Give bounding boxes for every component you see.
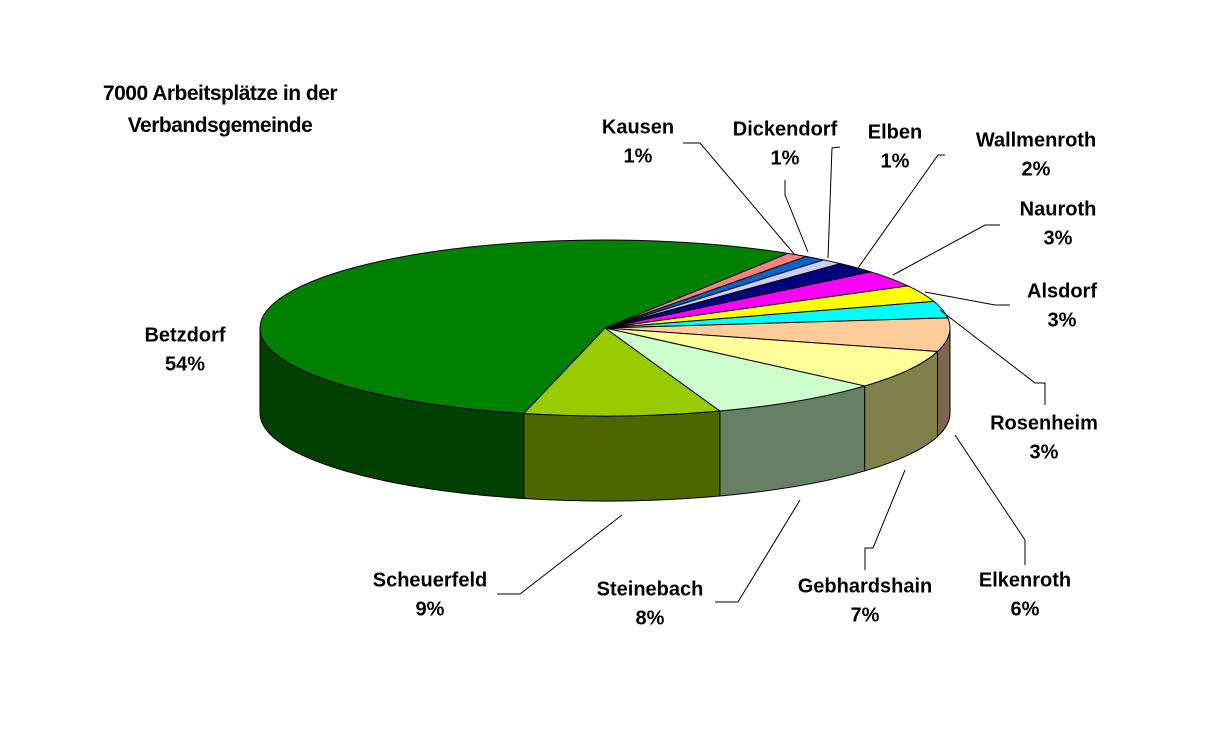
leader-line [683, 142, 796, 256]
leader-line [939, 309, 1046, 405]
slice-label: Betzdorf [144, 324, 225, 346]
leader-line [784, 180, 809, 253]
slice-label: Rosenheim [990, 412, 1098, 434]
slice [259, 239, 790, 415]
slice-label: Elkenroth [979, 569, 1071, 591]
slice-value-label: 3% [1048, 309, 1077, 331]
slice [604, 317, 951, 352]
slice-label: Nauroth [1020, 198, 1097, 220]
slice-label: Wallmenroth [976, 129, 1096, 151]
slice-value-label: 7% [851, 604, 880, 626]
slice-value-label: 1% [881, 150, 910, 172]
slice-side [523, 410, 721, 502]
leader-line [857, 154, 945, 269]
leader-line [497, 514, 623, 595]
leader-line [715, 499, 801, 603]
slice-value-label: 54% [165, 353, 205, 375]
slice-label: Scheuerfeld [373, 569, 487, 591]
slice-value-label: 1% [771, 147, 800, 169]
slice-value-label: 9% [416, 598, 445, 620]
chart-title: 7000 Arbeitsplätze in der Verbandsgemein… [102, 82, 338, 137]
leader-line [864, 469, 906, 570]
slice-label: Dickendorf [733, 118, 838, 140]
slice-value-label: 3% [1044, 227, 1073, 249]
leader-line [892, 224, 1000, 276]
slice-label: Alsdorf [1027, 280, 1097, 302]
leader-line [827, 146, 841, 259]
slice-label: Elben [868, 121, 922, 143]
slice [604, 327, 939, 387]
slice [522, 327, 722, 417]
slice-value-label: 3% [1030, 441, 1059, 463]
slice-label: Kausen [602, 116, 674, 138]
slice-value-label: 8% [636, 607, 665, 629]
leader-line [954, 434, 1026, 565]
slice-value-label: 6% [1011, 598, 1040, 620]
leader-line [924, 291, 1010, 306]
slice-value-label: 2% [1022, 158, 1051, 180]
slice-value-label: 1% [624, 145, 653, 167]
slice [604, 327, 865, 412]
slice-label: Steinebach [597, 578, 704, 600]
slice-label: Gebhardshain [798, 575, 932, 597]
